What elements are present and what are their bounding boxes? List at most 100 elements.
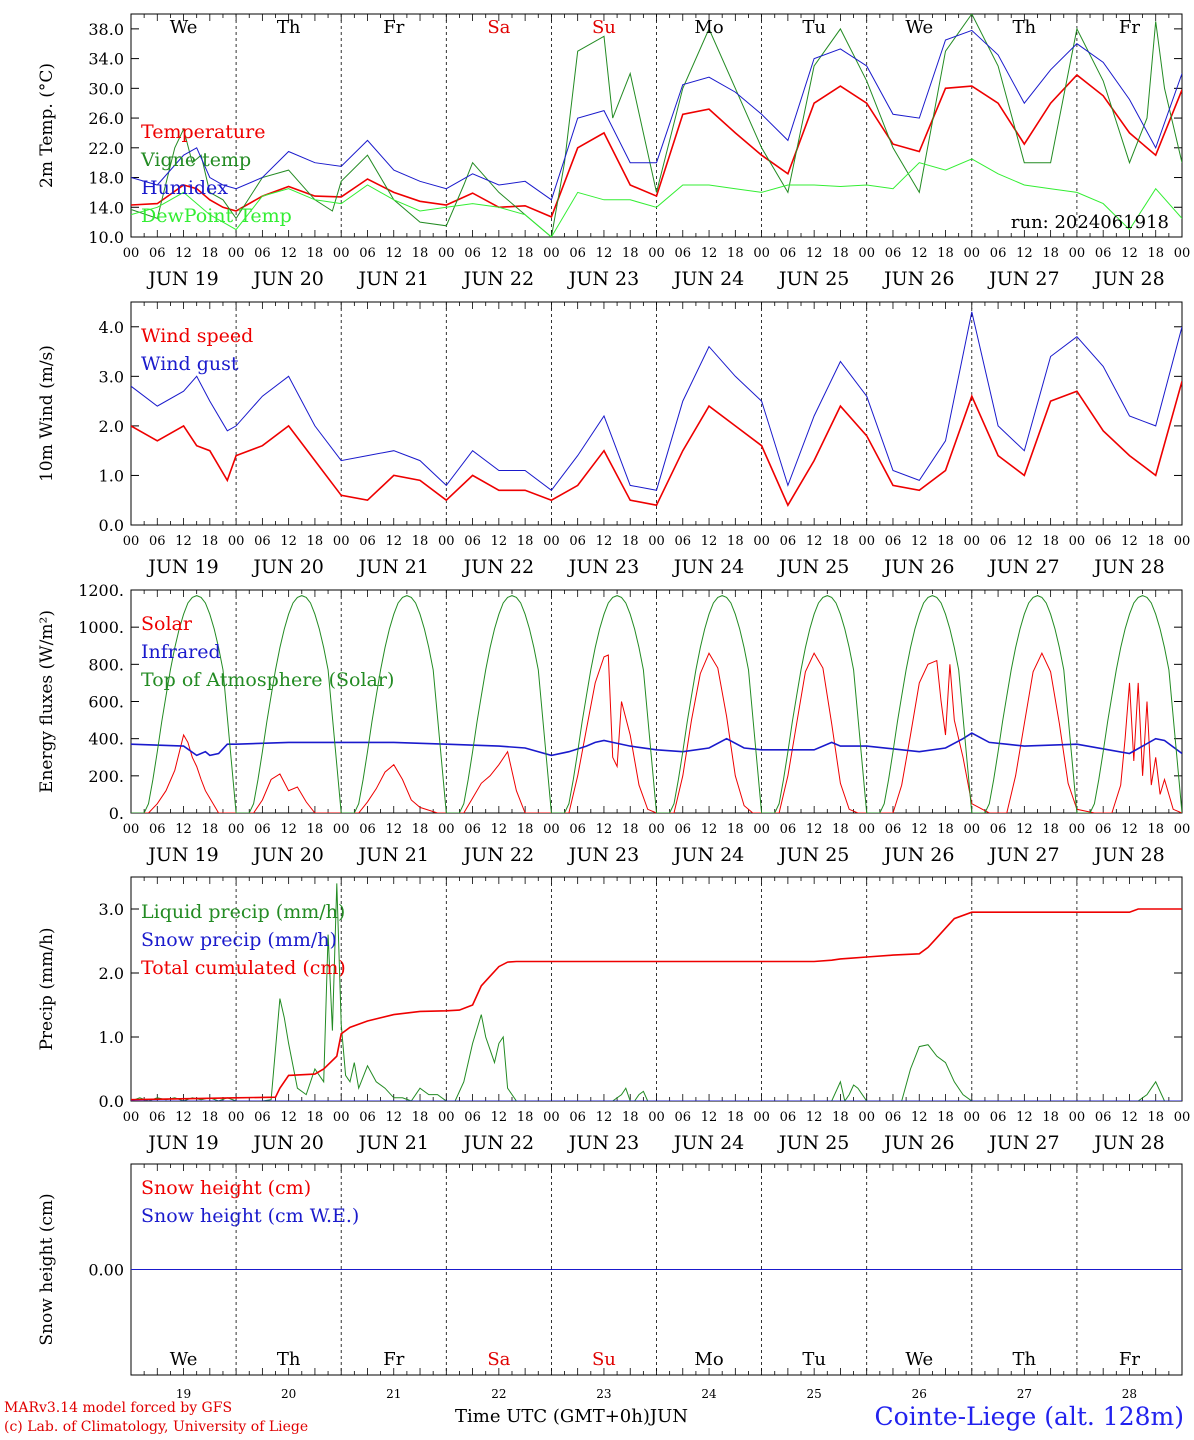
panel-frame	[130, 301, 1183, 526]
hour-label: 12	[280, 1110, 297, 1125]
series-line	[131, 29, 1182, 201]
hour-label: 12	[491, 534, 508, 549]
hour-label: 00	[648, 822, 665, 837]
date-label: JUN 25	[777, 268, 849, 290]
date-label: JUN 24	[672, 268, 744, 290]
hour-label: 12	[806, 822, 823, 837]
hour-label: 18	[937, 246, 954, 261]
y-tick-label: 2.0	[99, 964, 124, 983]
hour-label: 00	[858, 822, 875, 837]
hour-label: 06	[885, 246, 902, 261]
hour-label: 00	[123, 822, 140, 837]
hour-label: 12	[385, 534, 402, 549]
weekday-label: Mo	[694, 17, 723, 38]
hour-label: 06	[1095, 1110, 1112, 1125]
date-label: JUN 26	[882, 556, 954, 578]
hour-label: 12	[1016, 246, 1033, 261]
hour-label: 18	[1042, 246, 1059, 261]
hour-label: 06	[359, 246, 376, 261]
series-line	[131, 908, 1182, 1101]
date-label: JUN 21	[357, 556, 429, 578]
y-tick-label: 34.0	[88, 50, 124, 69]
hour-label: 06	[569, 534, 586, 549]
hour-label: 06	[149, 822, 166, 837]
hour-label: 12	[491, 1110, 508, 1125]
hour-label: 06	[990, 1110, 1007, 1125]
hour-label: 00	[1174, 246, 1191, 261]
hour-label: 06	[885, 822, 902, 837]
weekday-label: We	[170, 1349, 198, 1370]
hour-label: 00	[543, 246, 560, 261]
hour-label: 00	[858, 246, 875, 261]
hour-label: 00	[123, 1110, 140, 1125]
hour-label: 12	[596, 246, 613, 261]
hour-label: 12	[1121, 534, 1138, 549]
hour-label: 06	[149, 1110, 166, 1125]
model-credit: MARv3.14 model forced by GFS	[4, 1400, 233, 1416]
hour-label: 00	[543, 1110, 560, 1125]
y-tick-label: 600.	[88, 693, 124, 712]
y-tick-label: 38.0	[88, 20, 124, 39]
hour-label: 18	[832, 822, 849, 837]
hour-label: 12	[385, 246, 402, 261]
hour-label: 12	[1016, 1110, 1033, 1125]
hour-label: 18	[1147, 534, 1164, 549]
date-label: JUN 28	[1092, 1132, 1164, 1154]
date-label: JUN 26	[882, 1132, 954, 1154]
hour-label: 12	[1016, 534, 1033, 549]
date-label: JUN 26	[882, 844, 954, 866]
date-label: JUN 23	[567, 1132, 639, 1154]
date-label: JUN 28	[1092, 268, 1164, 290]
hour-label: 18	[622, 246, 639, 261]
hour-label: 18	[1147, 246, 1164, 261]
hour-label: 12	[280, 246, 297, 261]
y-tick-label: 0.0	[99, 516, 124, 535]
hour-label: 06	[569, 822, 586, 837]
hour-label: 06	[780, 822, 797, 837]
hour-label: 12	[701, 246, 718, 261]
hour-label: 18	[517, 822, 534, 837]
hour-label: 18	[517, 246, 534, 261]
day-number-label: 23	[596, 1387, 611, 1400]
hour-label: 12	[701, 1110, 718, 1125]
hour-label: 00	[438, 534, 455, 549]
hour-label: 00	[753, 246, 770, 261]
hour-label: 00	[228, 246, 245, 261]
hour-label: 06	[780, 246, 797, 261]
panel-2: 0.0 1.0 2.0 3.0 4.0 10m Wind (m/s) Wind speed W…	[37, 301, 1191, 578]
y-tick-label: 0.00	[88, 1261, 124, 1280]
hour-label: 00	[228, 1110, 245, 1125]
date-label: JUN 23	[567, 268, 639, 290]
hour-label: 18	[832, 1110, 849, 1125]
hour-label: 06	[990, 822, 1007, 837]
y-tick-label: 200.	[88, 767, 124, 786]
hour-label: 06	[359, 1110, 376, 1125]
y-tick-label: 2.0	[99, 417, 124, 436]
hour-label: 06	[359, 822, 376, 837]
hour-label: 00	[964, 534, 981, 549]
hour-label: 12	[385, 822, 402, 837]
hour-label: 06	[464, 822, 481, 837]
weekday-label: Mo	[694, 1349, 723, 1370]
y-tick-label: 1.0	[99, 466, 124, 485]
legend-entry: Solar	[141, 613, 193, 635]
date-label: JUN 22	[462, 556, 534, 578]
hour-label: 18	[1147, 822, 1164, 837]
weekday-label: Th	[1013, 1349, 1037, 1370]
date-label: JUN 27	[987, 556, 1059, 578]
hour-label: 18	[832, 246, 849, 261]
hour-label: 18	[517, 1110, 534, 1125]
legend-entry: Temperature	[141, 121, 265, 143]
date-label: JUN 25	[777, 556, 849, 578]
hour-label: 06	[359, 534, 376, 549]
day-number-label: 24	[701, 1387, 717, 1400]
y-tick-label: 10.0	[88, 228, 124, 247]
weekday-label: We	[905, 1349, 933, 1370]
date-label: JUN 24	[672, 1132, 744, 1154]
hour-label: 00	[1174, 534, 1191, 549]
legend-entry: Top of Atmosphere (Solar)	[141, 669, 394, 691]
hour-label: 06	[990, 534, 1007, 549]
date-label: JUN 26	[882, 268, 954, 290]
hour-label: 18	[412, 1110, 429, 1125]
date-label: JUN 21	[357, 268, 429, 290]
